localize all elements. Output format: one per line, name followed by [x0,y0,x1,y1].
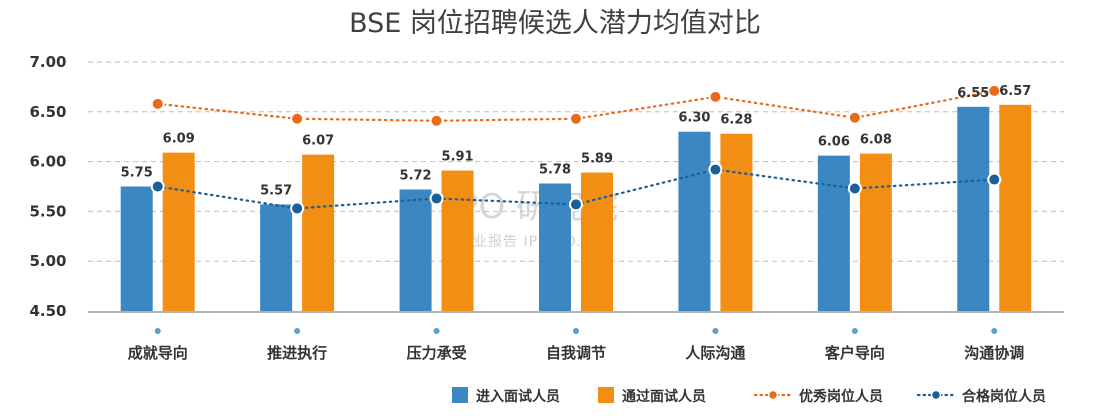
y-tick-label: 5.50 [29,202,66,220]
bar [859,153,892,311]
data-label: 6.30 [678,111,710,126]
line-point [150,179,165,194]
line-point [847,110,862,125]
bar [720,133,753,311]
y-tick-label: 7.00 [29,53,66,71]
line-point [290,111,305,126]
line-point [290,201,305,216]
x-tick-label: 人际沟通 [685,344,745,362]
y-tick-label: 6.50 [29,103,66,121]
bar [302,154,335,311]
x-tick-dot [294,328,301,334]
legend-swatch [598,387,614,403]
x-tick-label: 自我调节 [546,344,606,362]
lines [150,83,1002,216]
data-label: 6.08 [860,133,892,148]
bar [999,104,1032,311]
line-point [708,89,723,104]
bar [162,152,195,311]
legend-label: 合格岗位人员 [962,388,1046,405]
line-point [569,111,583,126]
legend-marker [930,389,942,401]
data-label: 6.07 [302,134,334,149]
legend-label: 通过面试人员 [622,388,706,405]
line-point [569,197,583,212]
x-tick-label: 压力承受 [407,344,467,362]
bar [539,183,571,311]
line-point [847,181,862,196]
y-tick-label: 5.00 [29,252,66,270]
x-tick-label: 成就导向 [128,344,188,362]
x-axis: 成就导向 推进执行 压力承受 自我调节 人际沟通 客户导向 沟通协调 [128,328,1024,362]
x-tick-label: 沟通协调 [964,344,1024,362]
line-point [429,113,444,128]
y-tick-label: 4.50 [29,302,66,320]
data-labels: 5.75 5.57 5.72 5.78 6.30 6.06 6.55 6.09 6.07 5.91… [121,84,1032,199]
x-tick-dot [851,328,858,334]
chart-title: BSE 岗位招聘候选人潜力均值对比 [349,8,761,39]
legend-label: 优秀岗位人员 [799,388,883,405]
bar [817,155,850,311]
bar [581,172,613,311]
bar [260,204,293,311]
bar [678,131,711,311]
bars [120,104,1032,311]
legend-marker [767,389,779,401]
bar [120,186,153,311]
data-label: 6.09 [163,132,195,147]
x-tick-dot [991,328,998,334]
line-point [987,172,1002,187]
data-label: 5.57 [260,183,292,198]
legend-swatch [452,387,468,403]
data-label: 5.78 [539,163,571,178]
line-point [708,162,723,177]
x-tick-label: 推进执行 [267,344,327,362]
data-label: 5.91 [442,150,474,165]
y-axis: 7.00 6.50 6.00 5.50 5.00 4.50 [29,53,66,320]
bar [441,170,474,311]
legend: 进入面试人员 通过面试人员 优秀岗位人员 合格岗位人员 [452,387,1046,405]
data-label: 5.72 [400,168,432,183]
data-label: 5.75 [121,166,153,181]
data-label: 6.28 [720,113,752,128]
x-tick-dot [154,328,161,334]
data-label: 5.89 [581,152,613,167]
legend-label: 进入面试人员 [476,388,560,405]
line-point [987,83,1002,98]
line-point [429,191,444,206]
bar [957,106,990,311]
bar [399,189,432,311]
data-label: 6.57 [999,84,1031,99]
line-point [150,96,165,111]
data-label: 6.55 [957,86,989,101]
x-tick-dot [433,328,440,334]
x-tick-label: 客户导向 [824,344,885,362]
x-tick-dot [712,328,719,334]
data-label: 6.06 [818,135,850,150]
y-tick-label: 6.00 [29,153,66,171]
x-tick-dot [573,328,579,334]
